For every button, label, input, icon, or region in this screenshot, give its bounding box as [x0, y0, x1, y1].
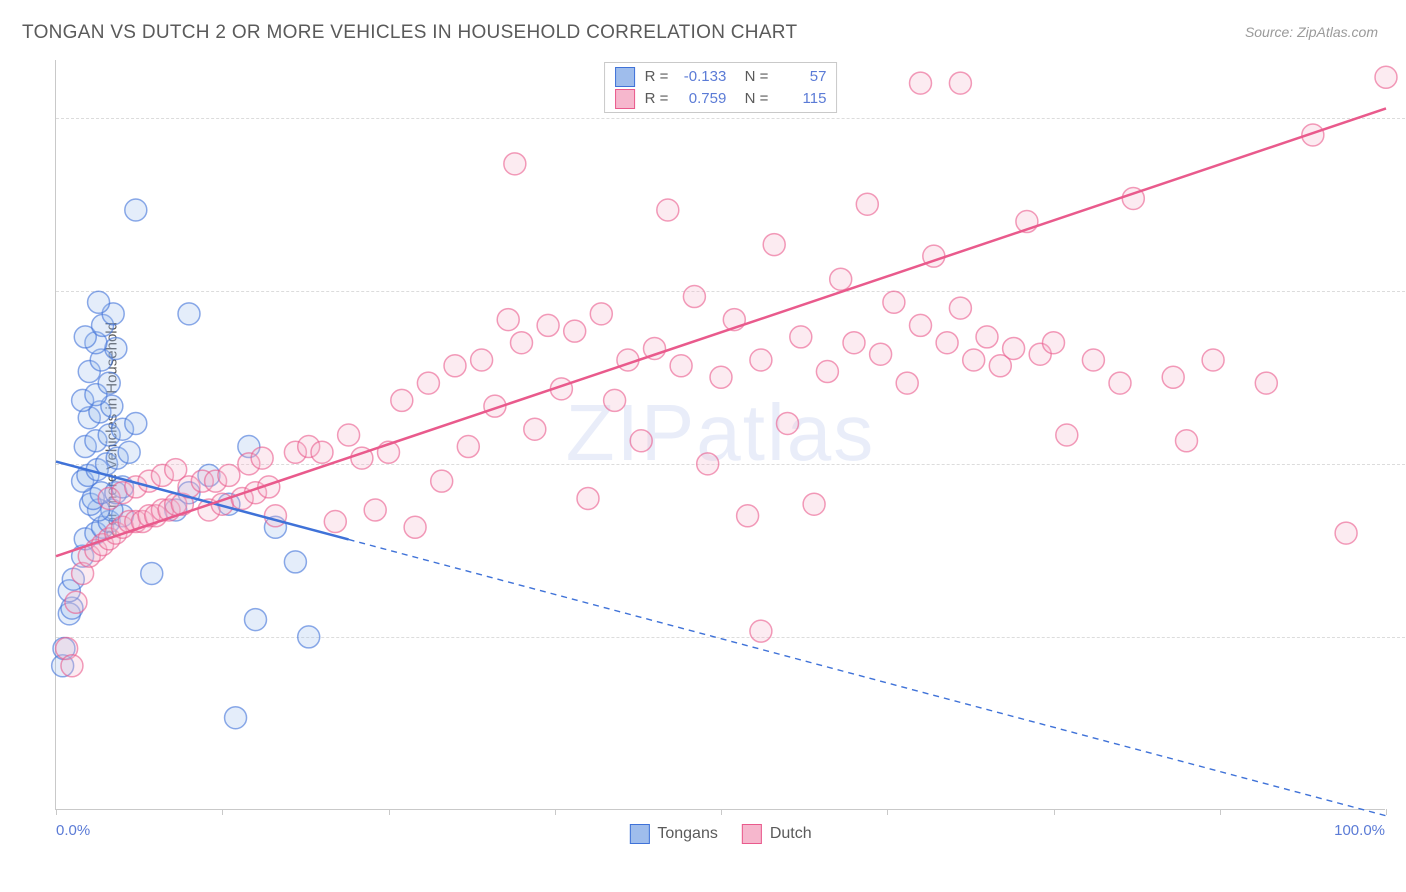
swatch-dutch	[615, 89, 635, 109]
swatch-tongans-bottom	[629, 824, 649, 844]
legend-row-tongans: R = -0.133 N = 57	[615, 66, 827, 88]
series-legend: Tongans Dutch	[629, 824, 811, 844]
legend-item-tongans: Tongans	[629, 824, 718, 844]
r-label: R =	[645, 88, 669, 110]
r-value-dutch: 0.759	[674, 88, 726, 110]
swatch-dutch-bottom	[742, 824, 762, 844]
plot-area: ZIPatlas 55.0%70.0%85.0%100.0% R = -0.13…	[55, 60, 1385, 810]
correlation-legend: R = -0.133 N = 57 R = 0.759 N = 115	[604, 62, 838, 113]
legend-item-dutch: Dutch	[742, 824, 812, 844]
x-tick-first: 0.0%	[56, 822, 90, 839]
legend-label-dutch: Dutch	[770, 825, 812, 843]
r-value-tongans: -0.133	[674, 66, 726, 88]
scatter-svg	[56, 60, 1385, 809]
n-value-dutch: 115	[774, 88, 826, 110]
chart-title: TONGAN VS DUTCH 2 OR MORE VEHICLES IN HO…	[22, 22, 797, 44]
legend-row-dutch: R = 0.759 N = 115	[615, 88, 827, 110]
legend-label-tongans: Tongans	[657, 825, 718, 843]
n-value-tongans: 57	[774, 66, 826, 88]
swatch-tongans	[615, 67, 635, 87]
r-label: R =	[645, 66, 669, 88]
n-label: N =	[736, 88, 768, 110]
source-attribution: Source: ZipAtlas.com	[1245, 24, 1378, 40]
x-tick-last: 100.0%	[1334, 822, 1385, 839]
n-label: N =	[736, 66, 768, 88]
